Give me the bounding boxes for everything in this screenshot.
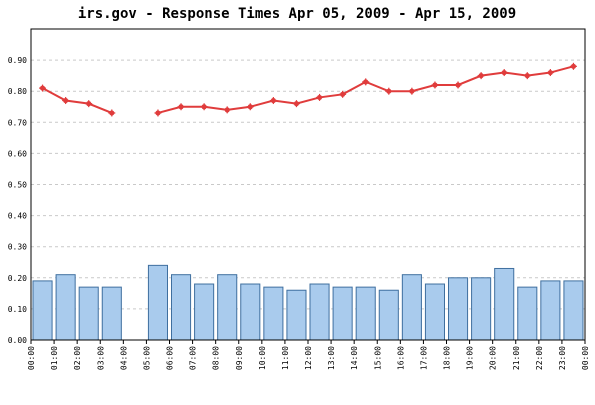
x-tick-label: 07:00	[189, 346, 198, 370]
x-tick-label: 05:00	[142, 346, 151, 370]
series-line	[157, 65, 574, 114]
bar	[286, 289, 307, 341]
x-tick-label: 13:00	[327, 346, 336, 370]
x-tick-label: 16:00	[396, 346, 405, 370]
x-tick-label: 19:00	[466, 346, 475, 370]
x-tick-label: 12:00	[304, 346, 313, 370]
x-tick-label: 01:00	[50, 346, 59, 370]
bar-series	[32, 264, 584, 341]
bar	[424, 283, 445, 341]
y-axis-ticks: 0.00 0.10 0.20 0.30 0.40 0.50 0.60 0.70 0.80 0.90	[8, 56, 27, 345]
x-tick-label: 08:00	[212, 346, 221, 370]
bar	[147, 264, 169, 341]
y-tick-label: 0.80	[8, 87, 27, 96]
y-tick-label: 0.20	[8, 274, 27, 283]
y-tick-label: 0.50	[8, 181, 27, 190]
chart-title: irs.gov - Response Times Apr 05, 2009 - …	[78, 6, 516, 22]
x-tick-label: 03:00	[96, 346, 105, 370]
y-tick-label: 0.30	[8, 243, 27, 252]
bar	[78, 286, 99, 341]
x-tick-label: 22:00	[535, 346, 544, 370]
bar	[448, 277, 469, 341]
y-tick-label: 0.40	[8, 212, 27, 221]
bar	[540, 280, 561, 341]
bar	[240, 283, 261, 341]
x-axis-ticks: 00:00 01:00 02:00 03:00 04:00 05:00 06:00 07:00…	[27, 340, 590, 370]
plot-frame	[30, 28, 586, 341]
bar	[517, 286, 538, 341]
x-tick-label: 17:00	[419, 346, 428, 370]
bar	[194, 283, 215, 341]
bar	[55, 274, 76, 341]
x-tick-label: 02:00	[73, 346, 82, 370]
x-tick-label: 10:00	[258, 346, 267, 370]
bar	[355, 286, 376, 341]
bar	[378, 289, 399, 341]
bar	[32, 280, 53, 341]
bar	[563, 280, 584, 341]
line-series	[39, 62, 577, 117]
x-tick-label: 00:00	[581, 346, 590, 370]
bar	[309, 283, 330, 341]
x-tick-label: 14:00	[350, 346, 359, 370]
grid-lines	[31, 59, 585, 310]
x-tick-label: 21:00	[512, 346, 521, 370]
y-tick-label: 0.60	[8, 149, 27, 158]
x-tick-label: 06:00	[166, 346, 175, 370]
series-line	[42, 87, 113, 114]
bar	[471, 277, 492, 341]
x-tick-label: 20:00	[489, 346, 498, 370]
x-tick-label: 11:00	[281, 346, 290, 370]
bar	[494, 267, 515, 341]
x-tick-label: 23:00	[558, 346, 567, 370]
y-tick-label: 0.10	[8, 305, 27, 314]
x-tick-label: 09:00	[235, 346, 244, 370]
x-tick-label: 15:00	[373, 346, 382, 370]
x-tick-label: 00:00	[27, 346, 36, 370]
bar	[263, 286, 284, 341]
bar	[401, 274, 422, 341]
bar	[332, 286, 353, 341]
y-tick-label: 0.00	[8, 336, 27, 345]
y-tick-label: 0.90	[8, 56, 27, 65]
bar	[101, 286, 122, 341]
x-tick-label: 18:00	[443, 346, 452, 370]
y-tick-label: 0.70	[8, 118, 27, 127]
x-tick-label: 04:00	[119, 346, 128, 370]
bar	[171, 274, 192, 341]
bar	[217, 274, 238, 341]
